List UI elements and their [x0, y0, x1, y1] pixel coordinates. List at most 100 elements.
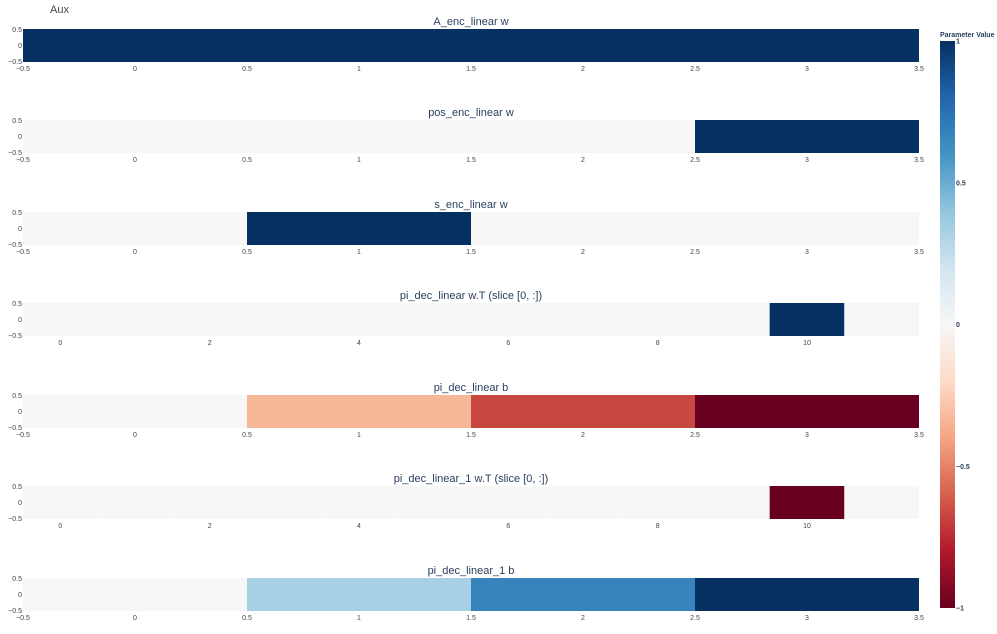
- x-tick-label: 0.5: [242, 615, 252, 622]
- x-tick-label: 4: [357, 340, 361, 347]
- y-tick-label: 0: [18, 226, 22, 233]
- x-tick-label: −0.5: [16, 157, 30, 164]
- heatmap-cell: [172, 303, 247, 336]
- heatmap-cell: [545, 486, 621, 519]
- x-tick-label: 2: [581, 249, 585, 256]
- heatmap-cell: [23, 120, 247, 153]
- colorbar-title: Parameter Value: [940, 32, 995, 39]
- colorbar-tick-label: 0.5: [956, 180, 966, 187]
- heatmap-cell: [695, 120, 919, 153]
- figure-title: Aux: [50, 4, 69, 16]
- x-tick-label: −0.5: [16, 249, 30, 256]
- x-tick-label: −0.5: [16, 432, 30, 439]
- heatmap-cell: [769, 303, 845, 336]
- heatmap-cell: [471, 486, 546, 519]
- x-tick-label: 3: [805, 615, 809, 622]
- x-tick-label: 1.5: [466, 66, 476, 73]
- x-tick-label: 0: [133, 432, 137, 439]
- heatmap-cell: [23, 578, 247, 611]
- x-tick-label: −0.5: [16, 66, 30, 73]
- panel-title: pi_dec_linear_1 b: [428, 565, 515, 577]
- x-tick-label: 6: [506, 523, 510, 530]
- y-tick-label: 0.5: [12, 576, 22, 583]
- x-tick-label: 1.5: [466, 249, 476, 256]
- heatmap-cell: [471, 303, 546, 336]
- heatmap-cell: [23, 395, 247, 428]
- x-tick-label: 1: [357, 249, 361, 256]
- heatmap-cell: [620, 486, 695, 519]
- x-tick-label: 1: [357, 432, 361, 439]
- colorbar-tick-label: −0.5: [956, 464, 970, 471]
- y-tick-label: 0.5: [12, 484, 22, 491]
- x-tick-label: 3.5: [914, 157, 924, 164]
- x-tick-label: 2.5: [690, 432, 700, 439]
- x-tick-label: 0: [58, 523, 62, 530]
- heatmap-cell: [396, 303, 471, 336]
- x-tick-label: 0.5: [242, 432, 252, 439]
- x-tick-label: 0: [133, 157, 137, 164]
- x-tick-label: 0: [58, 340, 62, 347]
- y-tick-label: 0.5: [12, 301, 22, 308]
- heatmap-cell: [695, 578, 919, 611]
- x-tick-label: −0.5: [16, 615, 30, 622]
- y-tick-label: −0.5: [8, 150, 22, 157]
- x-tick-label: 2: [581, 157, 585, 164]
- heatmap-cell: [247, 303, 322, 336]
- heatmap-cell: [471, 120, 695, 153]
- x-tick-label: 1.5: [466, 157, 476, 164]
- y-tick-label: 0: [18, 317, 22, 324]
- x-tick-label: 2.5: [690, 615, 700, 622]
- x-tick-label: 0: [133, 249, 137, 256]
- x-tick-label: 0: [133, 615, 137, 622]
- y-tick-label: 0.5: [12, 118, 22, 125]
- x-tick-label: 3.5: [914, 66, 924, 73]
- heatmap-cell: [23, 29, 919, 62]
- panel-2: pos_enc_linear w 0.5 0 −0.5−0.5 0 0.5 1 1.5 2 2.5…: [8, 107, 924, 164]
- panel-title: pi_dec_linear w.T (slice [0, :]): [400, 290, 542, 302]
- heatmap-cell: [172, 486, 247, 519]
- panels-layer: A_enc_linear w0.50−0.5−0.5 0 0.5 1 1.5 2 2.5 3 3…: [8, 16, 924, 622]
- heatmap-cell: [321, 303, 397, 336]
- x-tick-label: 0.5: [242, 249, 252, 256]
- heatmap-cell: [247, 486, 322, 519]
- panel-6: pi_dec_linear_1 w.T (slice [0, :]) 0.5 0 −0…: [8, 473, 919, 530]
- panel-5: pi_dec_linear b 0.5 0 −0.5−0.5 0 0.5 1 1.5 2 2.5 3…: [8, 382, 924, 439]
- x-tick-label: 1: [357, 66, 361, 73]
- x-tick-label: 2: [208, 523, 212, 530]
- heatmap-cell: [247, 120, 471, 153]
- heatmap-cell: [97, 486, 173, 519]
- panel-title: pi_dec_linear_1 w.T (slice [0, :]): [394, 473, 548, 485]
- x-tick-label: 3: [805, 432, 809, 439]
- heatmap-cell: [769, 486, 845, 519]
- panel-7: pi_dec_linear_1 b 0.5 0 −0.5−0.5 0 0.5 1 1.5 2 2.…: [8, 565, 924, 622]
- heatmap-cell: [471, 578, 695, 611]
- y-tick-label: −0.5: [8, 516, 22, 523]
- x-tick-label: 1.5: [466, 432, 476, 439]
- heatmap-cell: [545, 303, 621, 336]
- panel-title: A_enc_linear w: [433, 16, 508, 28]
- colorbar-tick-label: 0: [956, 322, 960, 329]
- x-tick-label: 10: [803, 340, 811, 347]
- heatmap-cell: [23, 486, 98, 519]
- colorbar-tick-label: 1: [956, 39, 960, 46]
- x-tick-label: 2.5: [690, 249, 700, 256]
- y-tick-label: −0.5: [8, 59, 22, 66]
- panel-4: pi_dec_linear w.T (slice [0, :]) 0.5 0 −0.5…: [8, 290, 919, 347]
- panel-title: pos_enc_linear w: [428, 107, 514, 119]
- y-tick-label: −0.5: [8, 425, 22, 432]
- x-tick-label: 8: [656, 340, 660, 347]
- heatmap-cell: [247, 395, 471, 428]
- x-tick-label: 3.5: [914, 249, 924, 256]
- heatmap-cell: [844, 486, 919, 519]
- x-tick-label: 0.5: [242, 66, 252, 73]
- x-tick-label: 1.5: [466, 615, 476, 622]
- x-tick-label: 2: [581, 66, 585, 73]
- colorbar-gradient: [940, 41, 955, 608]
- y-tick-label: 0: [18, 43, 22, 50]
- y-tick-label: −0.5: [8, 242, 22, 249]
- x-tick-label: 3: [805, 249, 809, 256]
- x-tick-label: 3: [805, 157, 809, 164]
- heatmap-cell: [97, 303, 173, 336]
- y-tick-label: 0: [18, 500, 22, 507]
- heatmap-cell: [695, 212, 919, 245]
